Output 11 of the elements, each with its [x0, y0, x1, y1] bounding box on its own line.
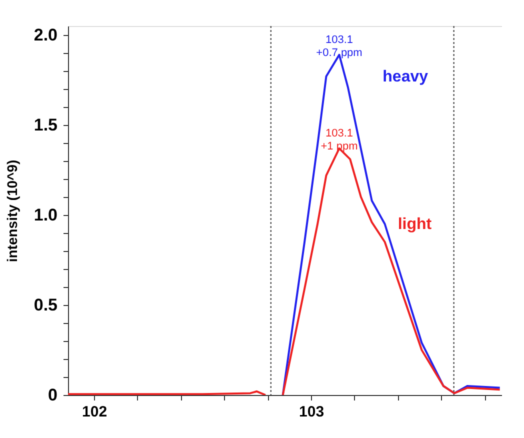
y-tick-label: 0.5 [34, 296, 58, 314]
x-tick-label: 103 [299, 404, 324, 420]
y-tick-label: 1.0 [34, 206, 58, 224]
text: heavy [382, 68, 428, 86]
annotation: 103.1 +0.7 ppm [316, 34, 362, 59]
y-tick-label: 1.5 [34, 116, 58, 134]
y-axis-title: intensity (10^9) [4, 160, 20, 262]
series-label: light [398, 216, 432, 233]
y-tick-label: 0 [48, 386, 58, 404]
x-tick-label: 102 [82, 404, 108, 420]
y-tick-label: 2.0 [34, 26, 58, 44]
